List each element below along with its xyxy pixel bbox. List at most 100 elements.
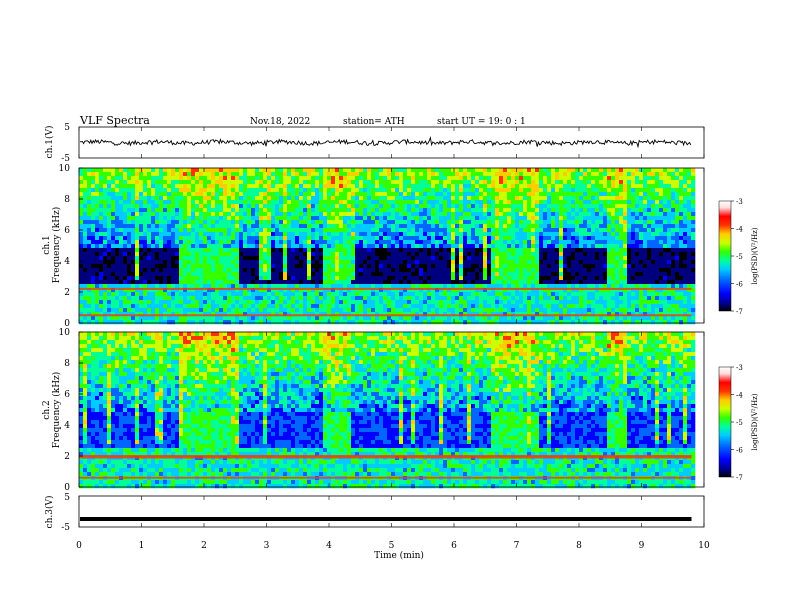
spectrogram-cell: [411, 316, 416, 321]
spectrogram-cell: [567, 276, 572, 281]
spectrogram-cell: [367, 184, 372, 189]
spectrogram-cell: [303, 176, 308, 181]
spectrogram-cell: [367, 300, 372, 305]
spectrogram-cell: [179, 176, 184, 181]
spectrogram-cell: [379, 180, 384, 185]
spectrogram-cell: [171, 272, 176, 277]
spectrogram-cell: [91, 212, 96, 217]
spectrogram-cell: [511, 188, 516, 193]
spectrogram-cell: [391, 184, 396, 189]
spectrogram-cell: [339, 224, 344, 229]
spectrogram-cell: [367, 224, 372, 229]
spectrogram-cell: [571, 228, 576, 233]
spectrogram-cell: [479, 304, 484, 309]
spectrogram-cell: [575, 272, 580, 277]
spectrogram-cell: [563, 228, 568, 233]
spectrogram-cell: [255, 196, 260, 201]
spectrogram-cell: [279, 260, 284, 265]
spectrogram-cell: [479, 252, 484, 257]
spectrogram-cell: [195, 176, 200, 181]
spectrogram-cell: [215, 272, 220, 277]
spectrogram-cell: [263, 204, 268, 209]
spectrogram-cell: [87, 240, 92, 245]
spectrogram-cell: [251, 276, 256, 281]
spectrogram-cell: [215, 256, 220, 261]
spectrogram-cell: [443, 204, 448, 209]
spectrogram-cell: [295, 272, 300, 277]
spectrogram-cell: [499, 208, 504, 213]
spectrogram-cell: [559, 264, 564, 269]
spectrogram-cell: [519, 260, 524, 265]
spectrogram-cell: [283, 292, 288, 297]
spectrogram-cell: [259, 228, 264, 233]
spectrogram-cell: [91, 248, 96, 253]
spectrogram-cell: [575, 304, 580, 309]
spectrogram-cell: [515, 276, 520, 281]
spectrogram-cell: [287, 244, 292, 249]
spectrogram-cell: [359, 236, 364, 241]
spectrogram-cell: [539, 220, 544, 225]
spectrogram-cell: [235, 272, 240, 277]
spectrogram-cell: [123, 268, 128, 273]
spectrogram-cell: [539, 292, 544, 297]
spectrogram-cell: [271, 268, 276, 273]
spectrogram-cell: [391, 216, 396, 221]
spectrogram-cell: [251, 188, 256, 193]
spectrogram-cell: [451, 288, 456, 293]
spectrogram-cell: [255, 236, 260, 241]
spectrogram-cell: [351, 200, 356, 205]
spectrogram-cell: [339, 228, 344, 233]
spectrogram-cell: [271, 168, 276, 173]
spectrogram-cell: [571, 220, 576, 225]
spectrogram-cell: [451, 236, 456, 241]
spectrogram-cell: [435, 172, 440, 177]
spectrogram-cell: [259, 292, 264, 297]
spectrogram-cell: [575, 204, 580, 209]
spectrogram-cell: [339, 272, 344, 277]
spectrogram-cell: [419, 272, 424, 277]
spectrogram-cell: [451, 252, 456, 257]
spectrogram-cell: [375, 184, 380, 189]
spectrogram-cell: [431, 308, 436, 313]
spectrogram-cell: [567, 308, 572, 313]
spectrogram-cell: [123, 196, 128, 201]
spectrogram-cell: [455, 184, 460, 189]
spectrogram-cell: [223, 248, 228, 253]
spectrogram-cell: [539, 248, 544, 253]
spectrogram-cell: [191, 240, 196, 245]
spectrogram-cell: [499, 280, 504, 285]
spectrogram-cell: [319, 220, 324, 225]
spectrogram-cell: [383, 316, 388, 321]
spectrogram-cell: [147, 296, 152, 301]
spectrogram-cell: [447, 216, 452, 221]
spectrogram-cell: [575, 200, 580, 205]
spectrogram-cell: [275, 300, 280, 305]
spectrogram-cell: [455, 220, 460, 225]
spectrogram-cell: [183, 196, 188, 201]
spectrogram-cell: [159, 196, 164, 201]
spectrogram-cell: [323, 172, 328, 177]
spectrogram-cell: [279, 284, 284, 289]
spectrogram-cell: [575, 248, 580, 253]
spectrogram-cell: [235, 300, 240, 305]
spectrogram-cell: [463, 308, 468, 313]
spectrogram-cell: [199, 228, 204, 233]
spectrogram-cell: [559, 180, 564, 185]
spectrogram-cell: [367, 188, 372, 193]
spectrogram-cell: [499, 172, 504, 177]
spectrogram-cell: [475, 200, 480, 205]
spectrogram-cell: [555, 220, 560, 225]
spectrogram-cell: [323, 232, 328, 237]
spectrogram-cell: [167, 228, 172, 233]
spectrogram-cell: [131, 288, 136, 293]
spectrogram-cell: [139, 276, 144, 281]
spectrogram-cell: [119, 196, 124, 201]
spectrogram-cell: [379, 252, 384, 257]
spectrogram-cell: [571, 208, 576, 213]
spectrogram-cell: [187, 236, 192, 241]
spectrogram-cell: [191, 196, 196, 201]
spectrogram-cell: [343, 204, 348, 209]
spectrogram-cell: [399, 248, 404, 253]
spectrogram-cell: [575, 240, 580, 245]
spectrogram-cell: [491, 188, 496, 193]
